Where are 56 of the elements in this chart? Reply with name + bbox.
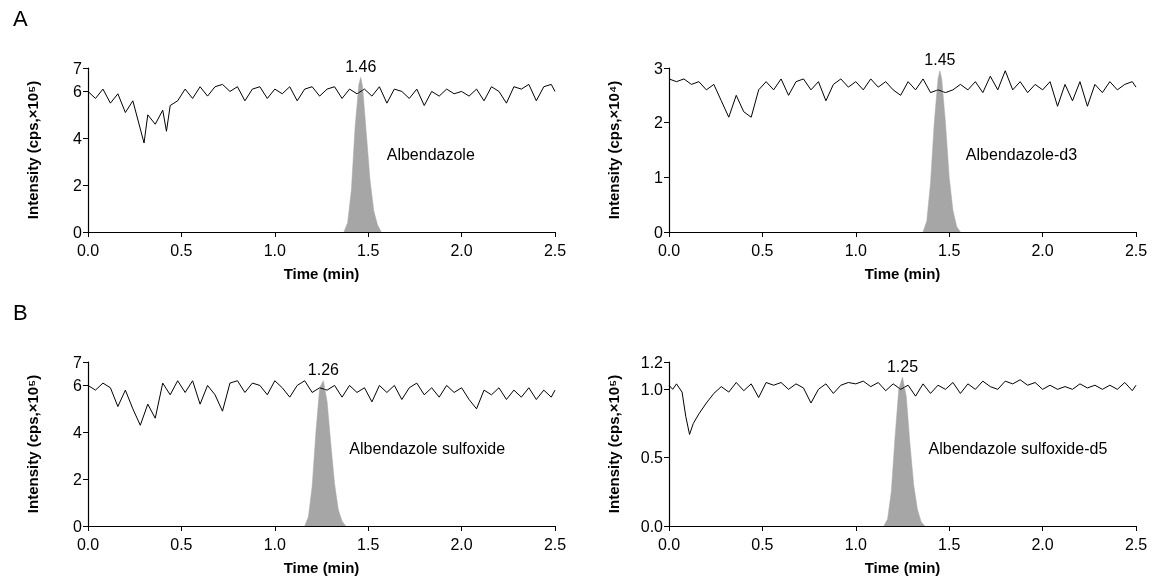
annotation: Albendazole-d3 xyxy=(965,145,1078,163)
y-tick-label: 2 xyxy=(654,114,664,132)
annotation: 1.46 xyxy=(345,57,377,75)
x-tick-label: 0.5 xyxy=(751,241,774,259)
x-tick-label: 2.0 xyxy=(1031,241,1054,259)
y-tick-label: 1 xyxy=(654,168,664,186)
x-axis-title: Time (min) xyxy=(864,559,941,576)
x-tick-label: 0.5 xyxy=(751,535,774,553)
x-tick-label: 0.5 xyxy=(170,535,193,553)
x-axis-title: Time (min) xyxy=(283,265,360,282)
x-tick-label: 1.0 xyxy=(263,241,287,259)
y-tick-label: 0 xyxy=(73,517,83,535)
y-tick-label: 7 xyxy=(73,353,83,371)
annotation: Albendazole xyxy=(386,145,475,163)
y-axis-title: Intensity (cps,×10⁴) xyxy=(605,80,622,220)
x-tick-label: 1.5 xyxy=(938,535,961,553)
chart-title: A xyxy=(13,5,28,31)
x-tick-label: 2.5 xyxy=(1124,241,1148,259)
y-tick-label: 6 xyxy=(73,82,83,100)
y-tick-label: 1.2 xyxy=(640,353,664,371)
x-tick-label: 2.5 xyxy=(543,241,567,259)
x-tick-label: 2.5 xyxy=(1124,535,1148,553)
y-tick-label: 1.0 xyxy=(640,380,664,398)
x-tick-label: 1.5 xyxy=(357,241,380,259)
y-tick-label: 6 xyxy=(73,376,83,394)
x-tick-label: 1.5 xyxy=(938,241,961,259)
annotation: 1.26 xyxy=(307,361,340,379)
x-tick-label: 1.0 xyxy=(844,535,868,553)
y-tick-label: 4 xyxy=(73,423,83,441)
x-tick-label: 0.5 xyxy=(170,241,193,259)
x-tick-label: 2.5 xyxy=(543,535,567,553)
y-tick-label: 0.5 xyxy=(640,449,664,467)
y-tick-label: 2 xyxy=(73,176,83,194)
annotation: Albendazole sulfoxide-d5 xyxy=(928,439,1108,457)
x-tick-label: 2.0 xyxy=(450,535,473,553)
y-tick-label: 0 xyxy=(73,223,83,241)
x-tick-label: 1.0 xyxy=(263,535,287,553)
annotation: 1.25 xyxy=(886,357,919,375)
chart-title: B xyxy=(13,299,28,325)
x-axis-title: Time (min) xyxy=(283,559,360,576)
x-axis-title: Time (min) xyxy=(864,265,941,282)
y-tick-label: 2 xyxy=(73,470,83,488)
y-tick-label: 0.0 xyxy=(640,517,664,535)
y-axis-title: Intensity (cps,×10⁵) xyxy=(605,374,622,514)
annotation: 1.45 xyxy=(924,51,956,69)
x-tick-label: 2.0 xyxy=(450,241,473,259)
x-tick-label: 2.0 xyxy=(1031,535,1054,553)
y-axis-title: Intensity (cps,×10⁵) xyxy=(24,374,41,514)
y-tick-label: 4 xyxy=(73,129,83,147)
y-tick-label: 3 xyxy=(654,59,664,77)
y-axis-title: Intensity (cps,×10⁵) xyxy=(24,80,41,220)
annotation: Albendazole sulfoxide xyxy=(349,439,506,457)
y-tick-label: 7 xyxy=(73,59,83,77)
x-tick-label: 1.5 xyxy=(357,535,380,553)
y-tick-label: 0 xyxy=(654,223,664,241)
x-tick-label: 1.0 xyxy=(844,241,868,259)
